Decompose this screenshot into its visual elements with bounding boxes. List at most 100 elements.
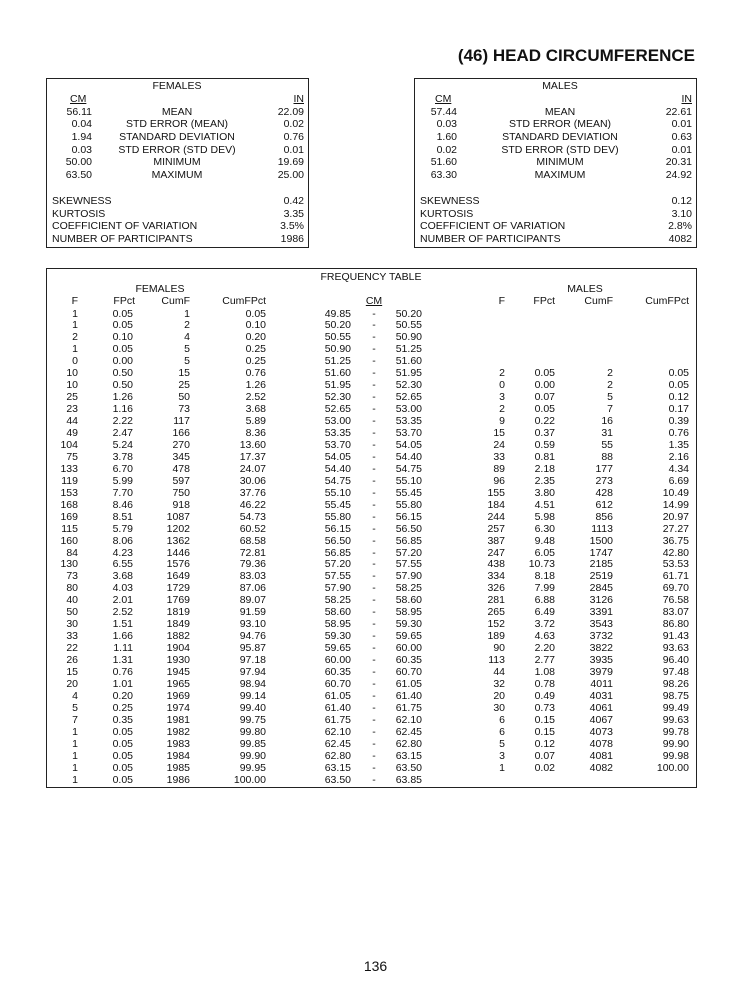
females-cell-cumfpct: 100.00 [233, 773, 266, 786]
summary-heading: MALES [542, 80, 578, 92]
cm-range-dash: - [372, 427, 376, 439]
cm-range-high: 61.75 [395, 701, 422, 714]
cm-range-low: 52.65 [324, 403, 351, 416]
males-cell-fpct: 5.98 [534, 510, 555, 523]
females-cell-cumf: 1446 [166, 546, 190, 559]
males-cell-f: 0 [499, 379, 505, 392]
page-number: 136 [363, 958, 388, 974]
males-cell-cumfpct: 93.63 [662, 642, 689, 655]
females-cell-cumf: 345 [172, 450, 190, 463]
males-cell-f: 1 [499, 761, 505, 774]
females-cell-f: 1 [72, 761, 78, 774]
cm-range-low: 50.20 [324, 319, 351, 332]
females-cell-fpct: 2.01 [112, 594, 133, 607]
females-cell-cumfpct: 1.26 [245, 379, 266, 392]
cm-range-low: 61.75 [324, 713, 351, 726]
males-cell-f: 265 [487, 606, 505, 619]
males-cell-fpct: 3.72 [534, 618, 555, 631]
males-cell-cumfpct: 98.75 [662, 689, 689, 702]
females-cell-cumfpct: 13.60 [239, 438, 266, 451]
females-cell-cumf: 1904 [166, 642, 190, 655]
males-cell-cumf: 3126 [589, 594, 613, 607]
stat-cm-value: 1.60 [436, 130, 457, 143]
females-cell-cumf: 166 [172, 427, 190, 439]
males-cell-f: 438 [487, 558, 505, 571]
females-cell-f: 73 [66, 570, 78, 583]
stat-cm-value: 51.60 [430, 156, 457, 169]
females-cell-fpct: 2.52 [112, 606, 133, 619]
cm-range-high: 59.65 [395, 630, 422, 643]
males-cell-fpct: 0.12 [534, 737, 555, 750]
males-cell-fpct: 6.30 [534, 522, 555, 535]
females-column-header: CumFPct [222, 295, 266, 307]
females-cell-fpct: 0.05 [112, 725, 133, 738]
cm-range-high: 59.30 [395, 618, 422, 631]
females-cell-cumfpct: 99.75 [239, 713, 266, 726]
males-cell-cumf: 2519 [589, 570, 613, 583]
stat-in-value: 0.01 [671, 143, 692, 156]
males-cell-cumf: 4073 [589, 725, 613, 738]
cm-range-low: 52.30 [324, 391, 351, 404]
males-cell-cumfpct: 27.27 [662, 522, 689, 535]
males-cell-fpct: 10.73 [528, 558, 555, 571]
cm-range-low: 58.60 [324, 606, 351, 619]
males-cell-fpct: 7.99 [534, 582, 555, 595]
females-column-header: F [71, 295, 78, 307]
males-cell-f: 24 [493, 438, 505, 451]
males-cell-cumf: 3979 [589, 666, 613, 678]
females-cell-fpct: 0.76 [112, 666, 133, 678]
males-cell-fpct: 6.49 [534, 606, 555, 619]
females-cell-fpct: 8.06 [112, 534, 133, 547]
males-cell-cumf: 177 [595, 462, 613, 475]
females-cell-cumf: 750 [172, 486, 190, 499]
cm-range-low: 55.45 [324, 498, 351, 511]
males-cell-f: 33 [493, 450, 505, 463]
summary-heading: FEMALES [152, 80, 202, 92]
males-cell-cumf: 4067 [589, 713, 613, 726]
males-cell-fpct: 2.35 [534, 474, 555, 487]
females-cell-f: 160 [60, 534, 78, 547]
females-cell-cumf: 1974 [166, 701, 190, 714]
cm-range-high: 61.40 [395, 689, 422, 702]
females-cell-fpct: 5.99 [112, 474, 133, 487]
females-cell-cumf: 1649 [166, 570, 190, 583]
stat-label: KURTOSIS [420, 207, 474, 220]
females-cell-cumf: 1965 [166, 677, 190, 690]
cm-range-high: 62.45 [395, 725, 422, 738]
females-cell-fpct: 0.10 [112, 331, 133, 344]
cm-range-dash: - [372, 486, 376, 499]
females-cell-cumfpct: 99.90 [239, 749, 266, 762]
cm-range-low: 54.05 [324, 450, 351, 463]
males-cell-cumf: 4031 [589, 689, 613, 702]
males-cell-cumf: 4061 [589, 701, 613, 714]
females-cell-cumf: 4 [184, 331, 190, 344]
males-cell-cumfpct: 14.99 [662, 498, 689, 511]
males-cell-cumfpct: 36.75 [662, 534, 689, 547]
cm-range-low: 57.55 [324, 570, 351, 583]
cm-range-dash: - [372, 582, 376, 595]
females-cell-cumfpct: 79.36 [239, 558, 266, 571]
stat-in-value: 0.63 [671, 130, 692, 143]
females-cell-cumf: 1945 [166, 666, 190, 678]
females-cell-f: 10 [66, 367, 78, 380]
stat-label: KURTOSIS [52, 207, 106, 220]
females-cell-fpct: 1.66 [112, 630, 133, 643]
females-cell-cumfpct: 91.59 [239, 606, 266, 619]
females-cell-cumf: 1729 [166, 582, 190, 595]
males-cell-cumfpct: 69.70 [662, 582, 689, 595]
males-cell-cumfpct: 0.05 [668, 379, 689, 392]
females-cell-cumfpct: 99.40 [239, 701, 266, 714]
males-cell-fpct: 6.88 [534, 594, 555, 607]
stat-value: 0.42 [283, 195, 304, 207]
stat-cm-value: 63.30 [430, 169, 457, 181]
in-header: IN [293, 93, 305, 105]
cm-range-high: 50.55 [395, 319, 422, 332]
females-cell-cumfpct: 98.94 [239, 677, 266, 690]
females-cell-f: 40 [66, 594, 78, 607]
males-column-header: F [498, 295, 505, 307]
cm-range-low: 58.95 [324, 618, 351, 631]
cm-range-dash: - [372, 331, 376, 344]
females-cell-fpct: 6.55 [112, 558, 133, 571]
stat-label: STD ERROR (STD DEV) [501, 143, 619, 156]
